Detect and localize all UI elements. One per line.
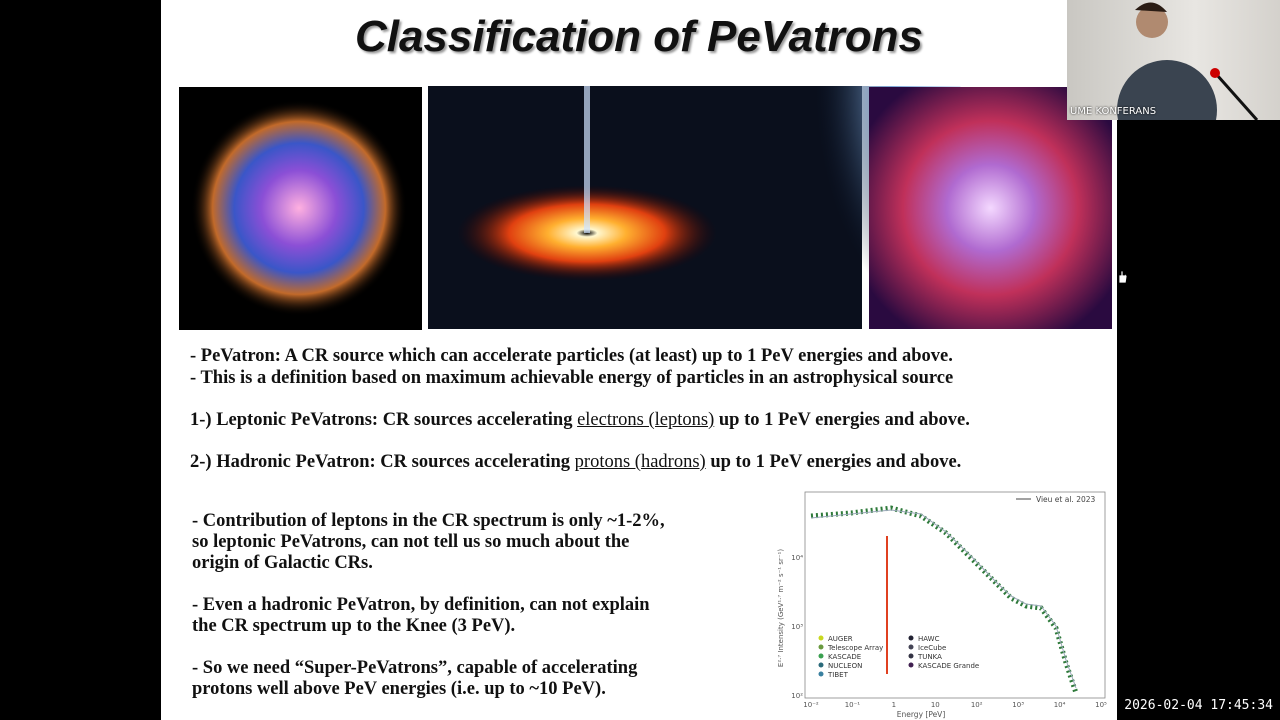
legend-marker (908, 662, 914, 668)
legend-label: IceCube (918, 644, 946, 652)
legend-marker (908, 635, 914, 641)
x-tick-label: 10⁵ (1095, 701, 1107, 709)
webcam-feed (1117, 2, 1259, 120)
legend-marker (908, 653, 914, 659)
note-line: so leptonic PeVatrons, can not tell us s… (192, 532, 630, 552)
plot-frame (804, 491, 1106, 699)
slide: Classification of PeVatrons - PeVatron: … (161, 0, 1117, 720)
image-crab-nebula (869, 87, 1112, 329)
webcam-caption: UME KONFERANS (1070, 106, 1157, 117)
x-tick-label: 10⁴ (1054, 701, 1066, 709)
legend-marker (818, 653, 824, 659)
note-line: the CR spectrum up to the Knee (3 PeV). (192, 616, 516, 636)
x-tick-label: 10³ (1012, 701, 1024, 709)
class-suffix: up to 1 PeV energies and above. (718, 410, 970, 430)
webcam-overlay: UME KONFERANS (1067, 0, 1280, 120)
note-line: protons well above PeV energies (i.e. up… (192, 679, 606, 699)
class-emphasis: protons (hadrons) (574, 452, 706, 472)
class-line: 2-) Hadronic PeVatron: CR sources accele… (190, 452, 961, 473)
class-prefix: 2-) Hadronic PeVatron: CR sources accele… (190, 452, 571, 472)
legend-label: Telescope Array (827, 644, 883, 652)
legend-label: KASCADE (828, 653, 861, 661)
x-tick-label: 10⁻¹ (845, 701, 861, 709)
legend-marker (818, 671, 824, 677)
legend-label: TUNKA (917, 653, 942, 661)
legend-marker (818, 635, 824, 641)
definition: - PeVatron: A CR source which can accele… (190, 346, 953, 366)
legend-label: TIBET (827, 671, 849, 679)
slide-title: Classification of PeVatrons (354, 12, 924, 61)
x-tick-label: 10² (971, 701, 983, 709)
note-line: origin of Galactic CRs. (192, 553, 373, 573)
legend-marker (818, 662, 824, 668)
note-line: - So we need “Super-PeVatrons”, capable … (192, 658, 638, 678)
class-prefix: 1-) Leptonic PeVatrons: CR sources accel… (190, 410, 573, 430)
image-jet (584, 86, 590, 233)
y-tick-label: 10⁴ (791, 554, 803, 562)
x-axis-label: Energy [PeV] (897, 710, 946, 719)
legend-marker (818, 644, 824, 650)
spectrum-model (810, 509, 1077, 689)
slide-images (179, 86, 1112, 332)
definition: - This is a definition based on maximum … (190, 368, 954, 388)
x-tick-label: 10⁻² (803, 701, 819, 709)
y-tick-label: 10³ (791, 623, 803, 631)
note: - Even a hadronic PeVatron, by definitio… (192, 595, 650, 637)
legend-label: KASCADE Grande (918, 662, 979, 670)
y-ticks: 10⁴ 10³ 10² (791, 554, 803, 700)
legend-label: NUCLEON (828, 662, 862, 670)
cursor (1118, 270, 1128, 284)
legend-label: AUGER (828, 635, 853, 643)
image-nebula (191, 100, 407, 316)
note: - Contribution of leptons in the CR spec… (192, 511, 665, 574)
y-axis-label: E²·⁷ Intensity (GeV¹·⁷ m⁻² s⁻¹ sr⁻¹) (777, 549, 785, 667)
spectrum-figure: Vieu et al. 2023 E²·⁷ Intensity (GeV¹·⁷ … (777, 491, 1107, 719)
legend-marker (908, 644, 914, 650)
class-emphasis: electrons (leptons) (577, 410, 715, 430)
x-tick-label: 1 (892, 701, 896, 709)
spectrum-points (810, 505, 1079, 694)
class-line: 1-) Leptonic PeVatrons: CR sources accel… (190, 410, 970, 431)
legend-line-label: Vieu et al. 2023 (1036, 495, 1096, 504)
timestamp: 2026-02-04 17:45:34 (1121, 697, 1276, 714)
class-suffix: up to 1 PeV energies and above. (710, 452, 962, 472)
note-line: - Contribution of leptons in the CR spec… (192, 511, 665, 531)
y-tick-label: 10² (791, 692, 803, 700)
x-ticks: 10⁻² 10⁻¹ 1 10 10² 10³ 10⁴ 10⁵ (803, 701, 1107, 709)
note-line: - Even a hadronic PeVatron, by definitio… (192, 595, 650, 615)
legend-label: HAWC (918, 635, 940, 643)
note: - So we need “Super-PeVatrons”, capable … (192, 658, 637, 700)
x-tick-label: 10 (931, 701, 940, 709)
